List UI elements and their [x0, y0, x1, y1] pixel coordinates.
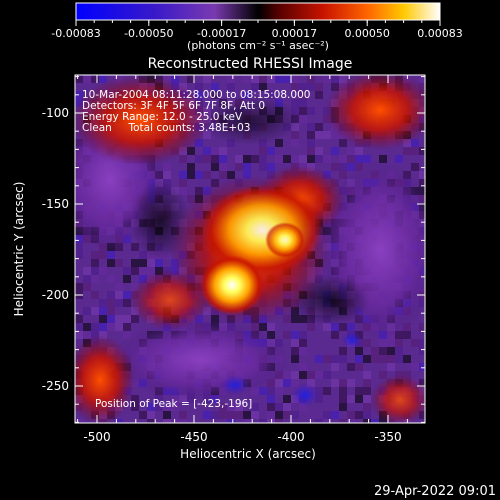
y-tick-label: -100	[42, 106, 69, 120]
peak-position-label: Position of Peak = [-423,-196]	[95, 398, 252, 410]
x-axis-tick-labels: -500 -450 -400 -350	[83, 430, 401, 444]
plot-frame	[74, 74, 426, 424]
info-line-time: 10-Mar-2004 08:11:28.000 to 08:15:08.000	[82, 89, 310, 101]
colorbar-tick-label: -0.00017	[197, 27, 246, 40]
colorbar-gradient	[75, 2, 441, 21]
x-tick-label: -500	[83, 430, 110, 444]
y-axis-tick-labels: -100 -150 -200 -250	[42, 106, 69, 393]
y-tick-label: -200	[42, 288, 69, 302]
axis-tick-marks	[75, 75, 425, 423]
info-line-energy: Energy Range: 12.0 - 25.0 keV	[82, 111, 243, 123]
footer-date: 29-Apr-2022 09:01	[374, 484, 496, 499]
x-tick-label: -400	[277, 430, 304, 444]
rhessi-image	[75, 75, 425, 423]
colorbar-tick-labels: -0.00083 -0.00050 -0.00017 0.00017 0.00050 0.…	[51, 27, 462, 40]
colorbar-tick-label: 0.00083	[417, 27, 463, 40]
colorbar-tick-label: -0.00083	[51, 27, 100, 40]
colorbar: -0.00083 -0.00050 -0.00017 0.00017 0.00050 0.…	[51, 2, 463, 52]
x-tick-label: -350	[374, 430, 401, 444]
colorbar-tick-marks	[75, 20, 441, 26]
colorbar-tick-label: 0.00017	[272, 27, 318, 40]
info-line-counts: Clean Total counts: 3.48E+03	[82, 122, 251, 134]
y-tick-label: -150	[42, 197, 69, 211]
x-tick-label: -450	[180, 430, 207, 444]
plot-title: Reconstructed RHESSI Image	[148, 56, 353, 72]
colorbar-tick-label: -0.00050	[124, 27, 173, 40]
info-line-detectors: Detectors: 3F 4F 5F 6F 7F 8F, Att 0	[82, 100, 265, 112]
x-axis-label: Heliocentric X (arcsec)	[180, 447, 316, 461]
y-tick-label: -250	[42, 379, 69, 393]
colorbar-tick-label: 0.00050	[344, 27, 390, 40]
observation-info: 10-Mar-2004 08:11:28.000 to 08:15:08.000…	[82, 89, 310, 134]
colorbar-unit-label: (photons cm⁻² s⁻¹ asec⁻²)	[187, 39, 329, 52]
y-axis-label: Heliocentric Y (arcsec)	[12, 182, 26, 317]
